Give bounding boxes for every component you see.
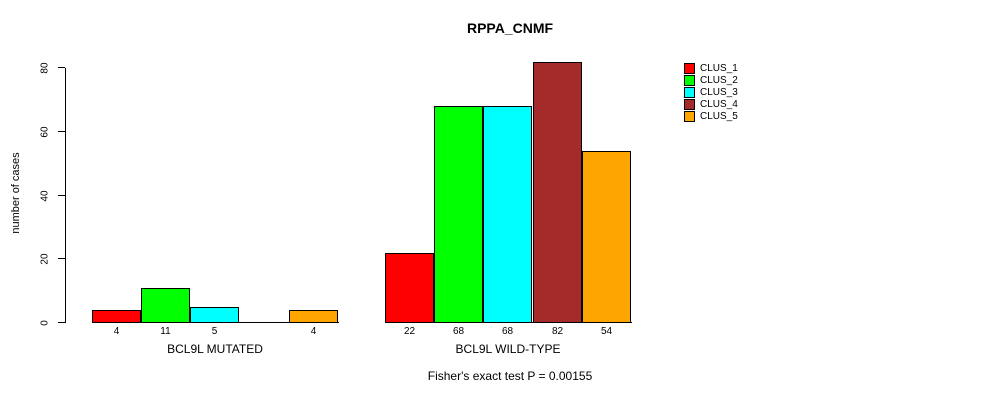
legend-swatch xyxy=(684,99,695,111)
bar-clus_5-2 xyxy=(582,151,631,323)
y-tick-mark xyxy=(58,258,65,259)
bar-clus_4-2 xyxy=(533,62,582,323)
legend-label: CLUS_4 xyxy=(700,99,738,111)
bar-value-label: 11 xyxy=(160,326,171,337)
bar-value-label: 68 xyxy=(501,326,514,337)
legend-entry-clus_3: CLUS_3 xyxy=(684,86,738,98)
legend-entry-clus_1: CLUS_1 xyxy=(684,62,738,74)
legend-entry-clus_4: CLUS_4 xyxy=(684,99,738,111)
bar-value-label: 5 xyxy=(211,326,218,337)
y-tick-label: 20 xyxy=(39,253,51,265)
bar-clus_3-1 xyxy=(190,307,239,323)
legend-label: CLUS_5 xyxy=(700,111,738,123)
y-tick-mark xyxy=(58,131,65,132)
y-tick-mark xyxy=(58,195,65,196)
y-axis-label: number of cases xyxy=(10,152,22,234)
legend-swatch xyxy=(684,74,695,86)
bar-value-label: 22 xyxy=(403,326,416,337)
y-tick-label: 80 xyxy=(39,62,51,74)
y-tick-mark xyxy=(58,67,65,68)
x-group-label: BCL9L WILD-TYPE xyxy=(455,342,561,356)
bar-value-label: 68 xyxy=(452,326,465,337)
footnote-text: Fisher's exact test P = 0.00155 xyxy=(427,369,593,383)
bar-value-label: 4 xyxy=(113,326,120,337)
legend-label: CLUS_3 xyxy=(700,86,738,98)
y-tick-label: 0 xyxy=(39,320,51,326)
legend-label: CLUS_1 xyxy=(700,62,738,74)
y-axis-line xyxy=(65,68,66,323)
y-tick-label: 60 xyxy=(39,126,51,138)
legend: CLUS_1 CLUS_2 CLUS_3 CLUS_4 CLUS_5 xyxy=(684,62,738,123)
legend-entry-clus_2: CLUS_2 xyxy=(684,74,738,86)
bar-value-label: 54 xyxy=(600,326,613,337)
bar-clus_1-1 xyxy=(92,310,141,323)
y-tick-mark xyxy=(58,322,65,323)
bar-clus_1-2 xyxy=(385,253,434,323)
legend-entry-clus_5: CLUS_5 xyxy=(684,111,738,123)
bar-clus_2-2 xyxy=(434,106,483,323)
chart-title: RPPA_CNMF xyxy=(466,20,554,36)
legend-label: CLUS_2 xyxy=(700,74,738,86)
bar-value-label: 82 xyxy=(551,326,564,337)
legend-swatch xyxy=(684,86,695,98)
bar-value-label: 4 xyxy=(310,326,317,337)
bar-clus_2-1 xyxy=(141,288,190,323)
y-tick-label: 40 xyxy=(39,190,51,202)
bar-clus_5-1 xyxy=(289,310,338,323)
legend-swatch xyxy=(684,111,695,123)
bar-clus_3-2 xyxy=(483,106,532,323)
x-group-label: BCL9L MUTATED xyxy=(167,342,263,356)
legend-swatch xyxy=(684,62,695,74)
